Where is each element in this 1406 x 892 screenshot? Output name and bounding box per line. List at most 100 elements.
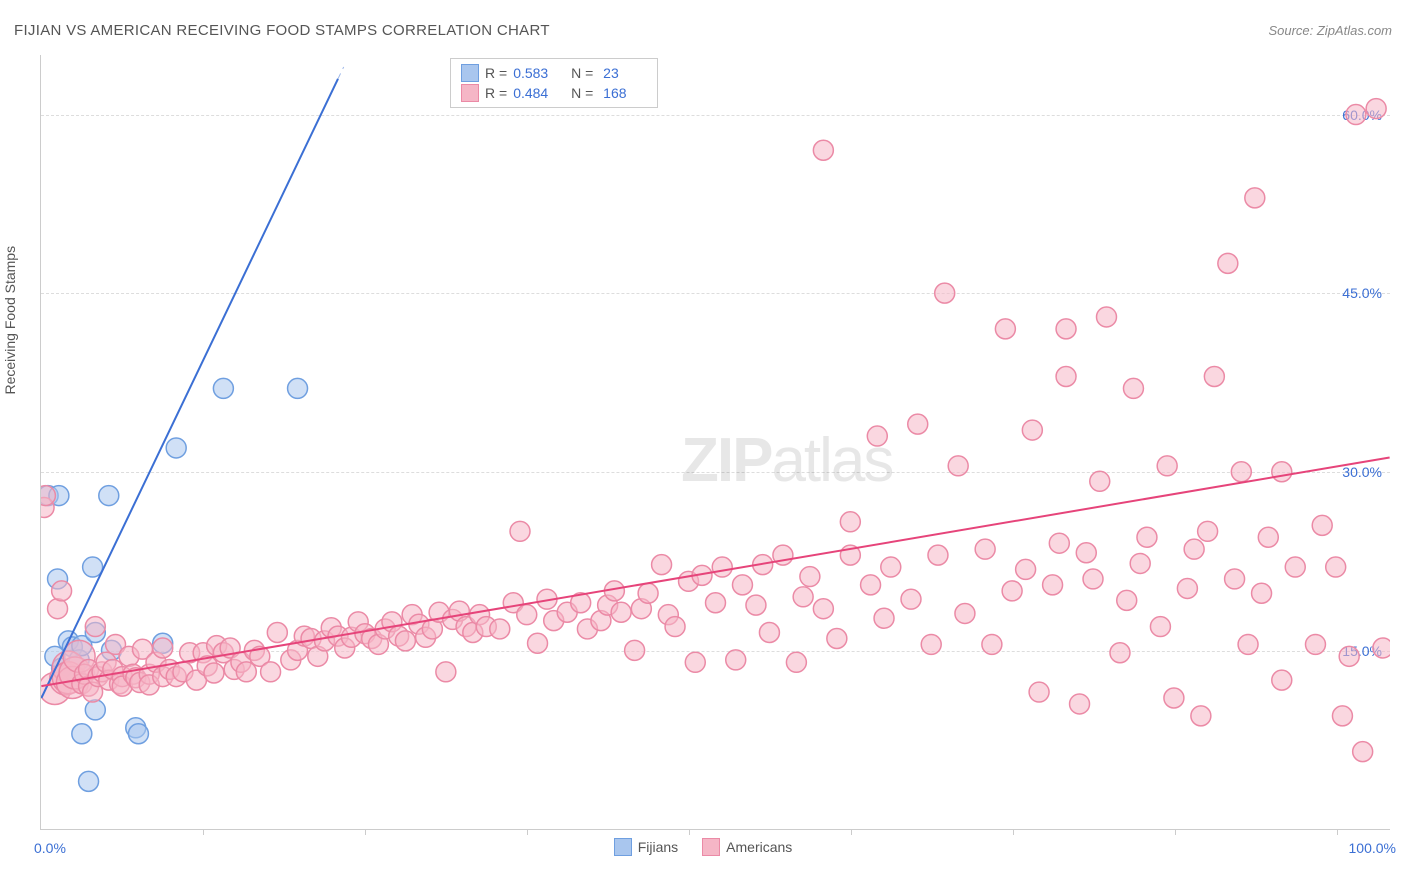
r-value: 0.484 [513, 85, 561, 101]
scatter-point [52, 581, 72, 601]
scatter-point [753, 555, 773, 575]
scatter-point [571, 593, 591, 613]
scatter-point [1150, 617, 1170, 637]
scatter-point [1272, 670, 1292, 690]
r-label: R = [485, 65, 507, 81]
scatter-point [1090, 471, 1110, 491]
scatter-point [1252, 583, 1272, 603]
legend-label: Americans [726, 839, 792, 855]
scatter-point [1373, 638, 1390, 658]
scatter-point [1076, 543, 1096, 563]
scatter-point [685, 652, 705, 672]
scatter-point [928, 545, 948, 565]
scatter-point [712, 557, 732, 577]
scatter-point [1097, 307, 1117, 327]
scatter-point [1272, 462, 1292, 482]
scatter-point [1043, 575, 1063, 595]
scatter-point [1083, 569, 1103, 589]
scatter-point [793, 587, 813, 607]
r-value: 0.583 [513, 65, 561, 81]
scatter-point [1339, 646, 1359, 666]
x-tick [1175, 829, 1176, 835]
scatter-point [867, 426, 887, 446]
bottom-legend-item: Americans [702, 838, 792, 856]
x-tick [1013, 829, 1014, 835]
scatter-point [1218, 253, 1238, 273]
scatter-point [490, 619, 510, 639]
scatter-point [935, 283, 955, 303]
scatter-point [1123, 378, 1143, 398]
scatter-point [874, 608, 894, 628]
scatter-point [395, 631, 415, 651]
legend-swatch [702, 838, 720, 856]
scatter-point [665, 617, 685, 637]
x-tick [527, 829, 528, 835]
scatter-point [611, 602, 631, 622]
scatter-point [773, 545, 793, 565]
bottom-legend: Fijians Americans [0, 838, 1406, 856]
scatter-point [1204, 367, 1224, 387]
scatter-point [41, 486, 55, 506]
scatter-point [746, 595, 766, 615]
scatter-point [813, 599, 833, 619]
scatter-point [204, 663, 224, 683]
scatter-point [800, 567, 820, 587]
scatter-point [1245, 188, 1265, 208]
scatter-point [827, 628, 847, 648]
scatter-point [85, 700, 105, 720]
scatter-points-layer [41, 55, 1390, 829]
scatter-point [726, 650, 746, 670]
scatter-point [1366, 99, 1386, 119]
correlation-chart: FIJIAN VS AMERICAN RECEIVING FOOD STAMPS… [0, 0, 1406, 892]
scatter-point [840, 512, 860, 532]
n-value: 168 [599, 85, 647, 101]
scatter-point [1049, 533, 1069, 553]
scatter-point [1231, 462, 1251, 482]
legend-swatch [614, 838, 632, 856]
scatter-point [85, 617, 105, 637]
scatter-point [1258, 527, 1278, 547]
scatter-point [1002, 581, 1022, 601]
scatter-point [813, 140, 833, 160]
scatter-point [79, 771, 99, 791]
x-tick [1337, 829, 1338, 835]
scatter-point [1110, 643, 1130, 663]
n-label: N = [567, 65, 593, 81]
scatter-point [48, 599, 68, 619]
scatter-point [1238, 634, 1258, 654]
chart-title: FIJIAN VS AMERICAN RECEIVING FOOD STAMPS… [14, 22, 550, 39]
scatter-point [1117, 590, 1137, 610]
scatter-point [261, 662, 281, 682]
scatter-point [692, 565, 712, 585]
scatter-point [840, 545, 860, 565]
scatter-point [1130, 553, 1150, 573]
scatter-point [99, 486, 119, 506]
legend-label: Fijians [638, 839, 678, 855]
scatter-point [1353, 742, 1373, 762]
scatter-point [1137, 527, 1157, 547]
x-tick [851, 829, 852, 835]
scatter-point [288, 378, 308, 398]
scatter-point [517, 605, 537, 625]
scatter-point [1157, 456, 1177, 476]
scatter-point [436, 662, 456, 682]
scatter-point [1285, 557, 1305, 577]
source-label: Source: ZipAtlas.com [1268, 23, 1392, 38]
legend-swatch [461, 84, 479, 102]
scatter-point [1184, 539, 1204, 559]
scatter-point [1070, 694, 1090, 714]
bottom-legend-item: Fijians [614, 838, 678, 856]
scatter-point [861, 575, 881, 595]
scatter-point [881, 557, 901, 577]
scatter-point [1326, 557, 1346, 577]
scatter-point [948, 456, 968, 476]
x-tick [689, 829, 690, 835]
scatter-point [528, 633, 548, 653]
scatter-point [901, 589, 921, 609]
scatter-point [908, 414, 928, 434]
scatter-point [955, 603, 975, 623]
legend-swatch [461, 64, 479, 82]
y-axis-label: Receiving Food Stamps [2, 246, 18, 395]
scatter-point [975, 539, 995, 559]
legend-stats-box: R =0.583 N = 23R =0.484 N = 168 [450, 58, 658, 108]
